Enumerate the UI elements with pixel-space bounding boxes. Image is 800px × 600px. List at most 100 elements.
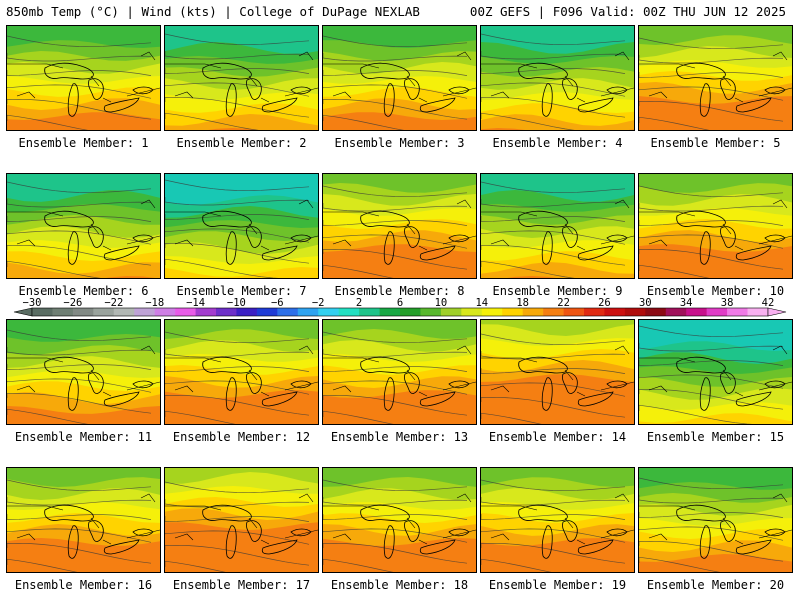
ensemble-member-label: Ensemble Member: 3	[334, 136, 465, 150]
colorbar-segment	[502, 308, 523, 316]
colorbar-segment	[256, 308, 278, 316]
ensemble-member-label: Ensemble Member: 4	[492, 136, 623, 150]
run-info: 00Z GEFS | F096 Valid: 00Z THU JUN 12 20…	[469, 4, 786, 19]
colorbar-tick-label: 18	[516, 297, 529, 309]
ensemble-member-map	[638, 467, 793, 573]
colorbar-tick-label: 6	[397, 297, 403, 309]
colorbar-tick-label: −6	[271, 297, 284, 309]
colorbar-tick-label: 14	[475, 297, 488, 309]
colorbar-segment	[72, 308, 94, 316]
colorbar-segment	[645, 308, 667, 316]
ensemble-member-label: Ensemble Member: 16	[14, 578, 153, 592]
ensemble-member-label: Ensemble Member: 9	[492, 284, 623, 298]
ensemble-member-label: Ensemble Member: 7	[176, 284, 307, 298]
colorbar-segment	[318, 308, 339, 316]
ensemble-member-map	[6, 319, 161, 425]
ensemble-member-label: Ensemble Member: 10	[646, 284, 785, 298]
ensemble-member-label: Ensemble Member: 15	[646, 430, 785, 444]
colorbar-tick-label: −22	[104, 297, 123, 309]
ensemble-member-map	[638, 173, 793, 279]
colorbar-tick-label: −18	[145, 297, 164, 309]
colorbar-segment	[175, 308, 196, 316]
colorbar-segment	[236, 308, 258, 316]
colorbar-segment	[686, 308, 707, 316]
chart-title: 850mb Temp (°C) | Wind (kts) | College o…	[6, 4, 420, 19]
ensemble-member-map	[164, 319, 319, 425]
colorbar-tick-label: 2	[356, 297, 362, 309]
colorbar-segment	[32, 308, 53, 316]
colorbar-segment	[277, 308, 299, 316]
ensemble-member-label: Ensemble Member: 8	[334, 284, 465, 298]
colorbar-segment	[93, 308, 115, 316]
ensemble-member-map	[6, 173, 161, 279]
colorbar-left-arrow	[13, 307, 33, 317]
colorbar-segment	[216, 308, 237, 316]
colorbar-right-arrow	[767, 307, 787, 317]
colorbar-segment	[522, 308, 544, 316]
temperature-colorbar: −30 −26 −22 −18 −14 −10 −6 −2 2 6 10 14 18 22 26 30 34 38…	[0, 297, 800, 321]
ensemble-member-map	[6, 467, 161, 573]
ensemble-member-label: Ensemble Member: 1	[18, 136, 149, 150]
ensemble-member-label: Ensemble Member: 18	[330, 578, 469, 592]
colorbar-segment	[727, 308, 748, 316]
colorbar-tick-label: 26	[598, 297, 611, 309]
ensemble-member-label: Ensemble Member: 20	[646, 578, 785, 592]
colorbar-tick-label: 30	[639, 297, 652, 309]
ensemble-member-label: Ensemble Member: 11	[14, 430, 153, 444]
ensemble-member-map	[322, 25, 477, 131]
colorbar-tick-label: −10	[227, 297, 246, 309]
colorbar-segment	[706, 308, 728, 316]
ensemble-member-label: Ensemble Member: 6	[18, 284, 149, 298]
colorbar-segment	[297, 308, 319, 316]
colorbar-segment	[440, 308, 462, 316]
ensemble-member-map	[638, 319, 793, 425]
ensemble-member-map	[480, 467, 635, 573]
colorbar-segment	[359, 308, 380, 316]
colorbar-tick-label: 22	[557, 297, 570, 309]
colorbar-segment	[543, 308, 564, 316]
colorbar-segment	[154, 308, 176, 316]
ensemble-member-map	[638, 25, 793, 131]
colorbar-segment	[624, 308, 646, 316]
ensemble-member-label: Ensemble Member: 19	[488, 578, 627, 592]
colorbar-segment	[379, 308, 401, 316]
ensemble-member-map	[322, 173, 477, 279]
colorbar-segment	[113, 308, 135, 316]
colorbar-segment	[420, 308, 442, 316]
colorbar-segment	[400, 308, 421, 316]
colorbar-segment	[52, 308, 74, 316]
colorbar-segment	[563, 308, 585, 316]
ensemble-member-label: Ensemble Member: 5	[650, 136, 781, 150]
colorbar-segment	[604, 308, 626, 316]
ensemble-member-map	[480, 173, 635, 279]
ensemble-member-map	[164, 173, 319, 279]
colorbar-segment	[481, 308, 503, 316]
colorbar-tick-label: −14	[186, 297, 205, 309]
ensemble-member-map	[480, 319, 635, 425]
colorbar-tick-label: 34	[680, 297, 693, 309]
ensemble-member-label: Ensemble Member: 17	[172, 578, 311, 592]
ensemble-member-label: Ensemble Member: 14	[488, 430, 627, 444]
ensemble-member-map	[322, 319, 477, 425]
colorbar-segment	[747, 308, 769, 316]
ensemble-member-label: Ensemble Member: 12	[172, 430, 311, 444]
ensemble-member-map	[164, 467, 319, 573]
ensemble-member-map	[480, 25, 635, 131]
ensemble-member-label: Ensemble Member: 13	[330, 430, 469, 444]
colorbar-segment	[338, 308, 360, 316]
colorbar-segment	[461, 308, 483, 316]
colorbar-segment	[195, 308, 217, 316]
colorbar-segment	[134, 308, 155, 316]
colorbar-segment	[665, 308, 687, 316]
colorbar-tick-label: −2	[312, 297, 325, 309]
ensemble-member-map	[6, 25, 161, 131]
ensemble-member-map	[164, 25, 319, 131]
colorbar-tick-label: −26	[63, 297, 82, 309]
colorbar-tick-label: −30	[23, 297, 42, 309]
colorbar-segment	[584, 308, 605, 316]
colorbar-tick-label: 10	[435, 297, 448, 309]
colorbar-tick-label: 42	[762, 297, 775, 309]
ensemble-member-label: Ensemble Member: 2	[176, 136, 307, 150]
colorbar-tick-label: 38	[721, 297, 734, 309]
ensemble-member-map	[322, 467, 477, 573]
